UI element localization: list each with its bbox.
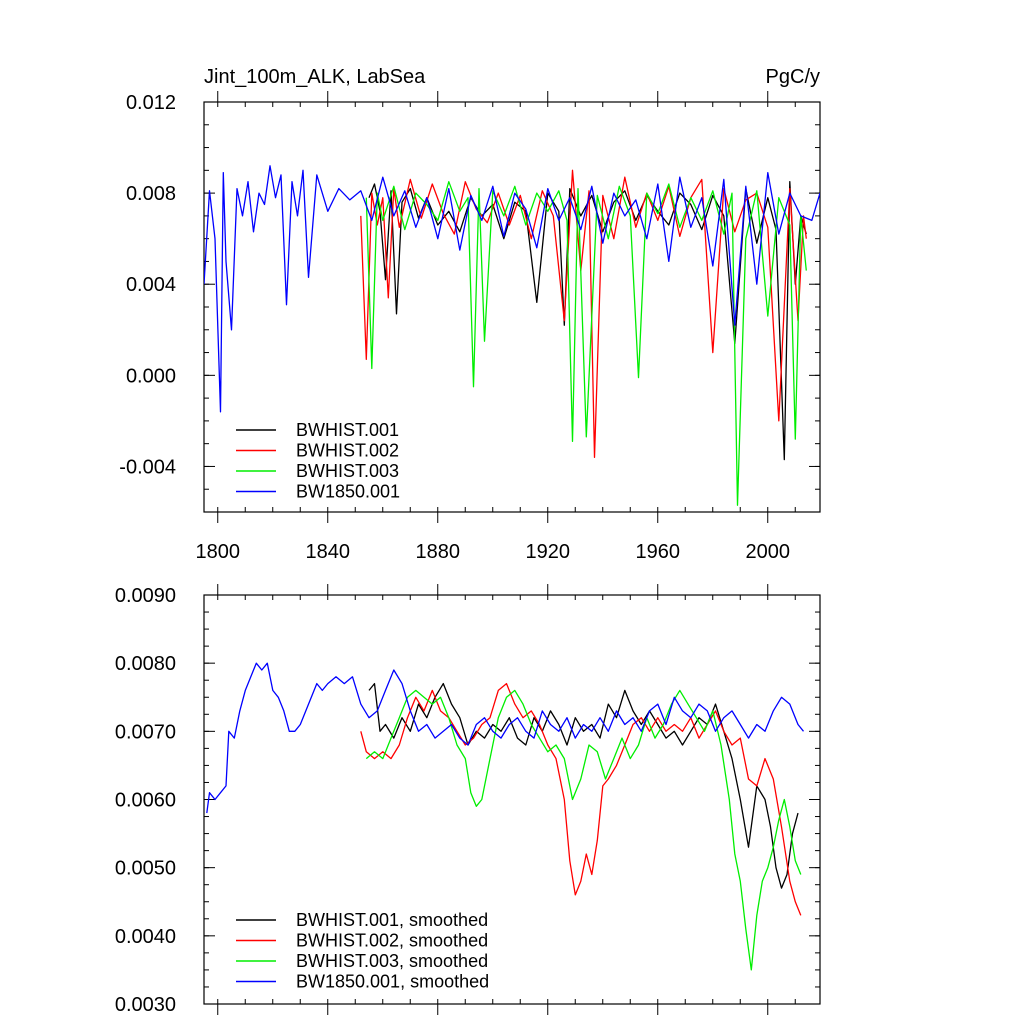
bottom-y-tick-label: 0.0040 <box>115 926 176 948</box>
top-x-tick-label: 1920 <box>526 541 571 563</box>
top-series-line-bw1850-001 <box>204 165 820 413</box>
bottom-series-line-bwhist-002-smoothed <box>360 682 802 916</box>
top-x-tick-label: 1960 <box>636 541 681 563</box>
top-chart-title: Jint_100m_ALK, LabSea <box>204 66 426 88</box>
bottom-y-tick-label: 0.0030 <box>115 994 176 1016</box>
bottom-legend-label: BW1850.001, smoothed <box>296 972 489 992</box>
top-ticks <box>204 91 820 523</box>
top-x-tick-label: 1840 <box>306 541 351 563</box>
bottom-y-tick-label: 0.0080 <box>115 653 176 675</box>
top-legend-label: BW1850.001 <box>296 482 400 502</box>
bottom-panel: 0.0090 0.0080 0.0070 0.0060 0.0050 0.0040 0.00… <box>115 584 821 1016</box>
top-series-group <box>204 165 820 506</box>
top-legend-label: BWHIST.003 <box>296 461 399 481</box>
top-legend-label: BWHIST.001 <box>296 420 399 440</box>
top-legend-label: BWHIST.002 <box>296 441 399 461</box>
top-y-tick-label: 0.012 <box>126 92 176 114</box>
bottom-series-group <box>206 662 805 971</box>
bottom-y-tick-label: 0.0060 <box>115 790 176 812</box>
top-x-tick-label: 1800 <box>196 541 241 563</box>
top-y-tick-label: 0.008 <box>126 183 176 205</box>
bottom-y-tick-label: 0.0090 <box>115 585 176 607</box>
bottom-series-line-bwhist-003-smoothed <box>365 689 802 971</box>
top-y-tick-label: 0.000 <box>126 365 176 387</box>
bottom-legend-label: BWHIST.003, smoothed <box>296 951 488 971</box>
top-y-tick-label: 0.004 <box>126 274 176 296</box>
top-panel: 0.012 0.008 0.004 0.000 -0.004 1800 1840 1880 19… <box>119 66 821 563</box>
top-units-label: PgC/y <box>766 66 820 88</box>
top-x-tick-label: 1880 <box>416 541 461 563</box>
top-series-line-bwhist-003 <box>365 181 807 506</box>
bottom-legend-label: BWHIST.002, smoothed <box>296 931 488 951</box>
top-y-tick-label: -0.004 <box>119 456 176 478</box>
bottom-y-tick-label: 0.0070 <box>115 721 176 743</box>
top-x-tick-label: 2000 <box>746 541 791 563</box>
bottom-ticks <box>204 584 820 1015</box>
top-series-line-bwhist-002 <box>360 169 807 458</box>
bottom-legend-label: BWHIST.001, smoothed <box>296 910 488 930</box>
bottom-series-line-bw1850-001-smoothed <box>206 662 805 814</box>
bottom-y-tick-label: 0.0050 <box>115 858 176 880</box>
